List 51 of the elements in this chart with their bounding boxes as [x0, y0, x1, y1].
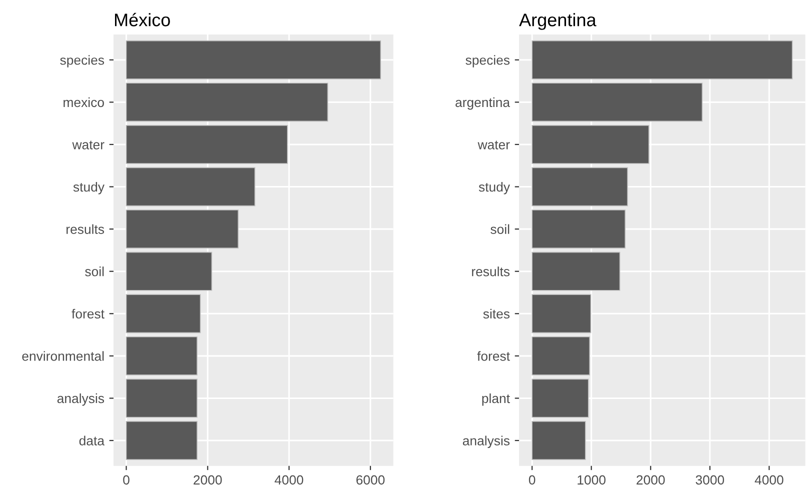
bar [126, 125, 288, 164]
chart-title: México [115, 12, 170, 26]
y-tick-label: results [66, 224, 104, 234]
x-tick-label: 2000 [194, 475, 222, 485]
bar [126, 252, 212, 291]
bar [126, 82, 328, 122]
x-tick-label: 0 [123, 475, 130, 485]
x-tick-label: 4000 [754, 475, 784, 485]
bar [126, 378, 198, 418]
bar [532, 421, 586, 460]
y-tick-label: argentina [456, 97, 510, 110]
bar [532, 336, 590, 376]
bar [126, 167, 256, 206]
y-tick-label: forest [72, 308, 104, 319]
y-tick-label: study [73, 182, 104, 194]
x-tick-label: 4000 [274, 475, 304, 485]
y-tick-label: water [72, 140, 104, 150]
bar [532, 378, 589, 418]
x-tick-label: 3000 [696, 475, 724, 485]
x-tick-label: 2000 [636, 475, 665, 485]
x-tick-label: 1000 [578, 475, 606, 485]
bar [532, 82, 703, 122]
bar [532, 210, 626, 249]
y-tick-label: soil [85, 266, 104, 276]
bar [126, 40, 382, 80]
chart-title: Argentina [519, 13, 596, 30]
y-tick-label: water [478, 140, 510, 150]
x-tick-label: 6000 [356, 475, 385, 485]
x-tick-label: 0 [528, 475, 536, 485]
bar [532, 252, 620, 291]
bar [126, 336, 198, 376]
y-tick-label: analysis [462, 436, 510, 448]
bar [126, 210, 239, 249]
bar [532, 40, 793, 80]
y-tick-label: sites [483, 308, 510, 319]
y-tick-label: study [478, 182, 510, 194]
bar [532, 125, 650, 164]
bar [126, 294, 201, 334]
y-tick-label: plant [482, 393, 510, 406]
y-tick-label: forest [477, 351, 510, 361]
bar [532, 167, 628, 206]
bar [532, 294, 592, 334]
y-tick-label: data [79, 436, 105, 446]
y-tick-label: species [60, 55, 104, 68]
bar [126, 421, 198, 460]
y-tick-label: species [466, 55, 510, 68]
y-tick-label: environmental [22, 351, 104, 361]
y-tick-label: soil [490, 224, 510, 234]
y-tick-label: results [472, 266, 510, 276]
y-tick-label: mexico [64, 97, 104, 108]
y-tick-label: analysis [57, 393, 104, 406]
